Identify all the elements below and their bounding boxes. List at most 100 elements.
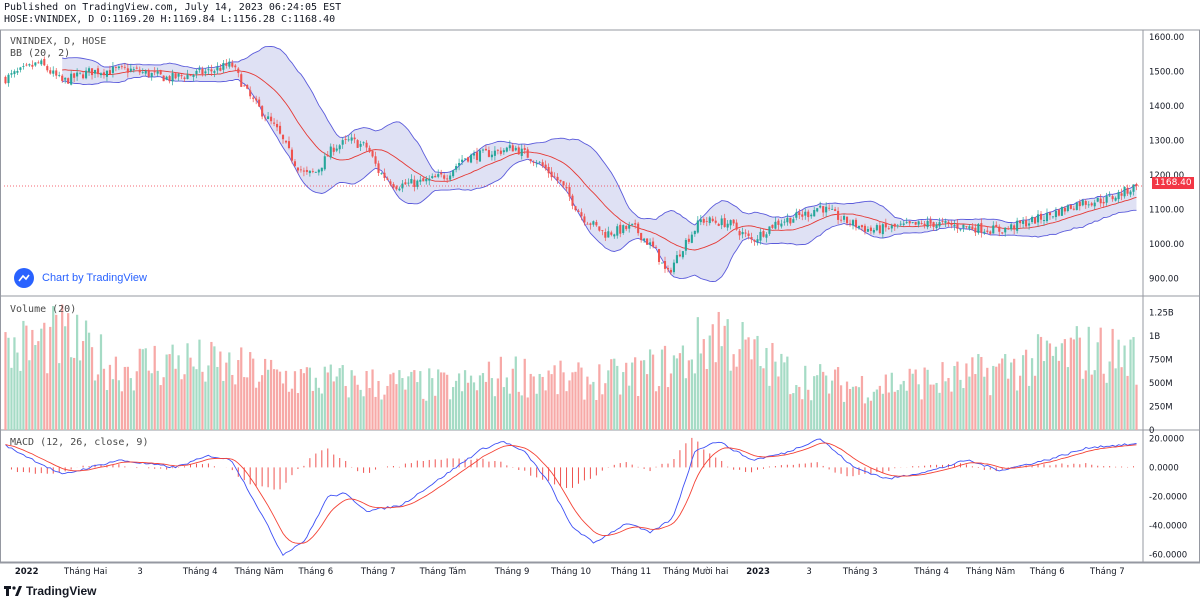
candle-body [851, 220, 855, 226]
volume-bar [13, 337, 16, 430]
time-tick-label: Tháng 9 [494, 567, 530, 577]
footer-logo: TradingView [4, 584, 96, 598]
volume-bar [284, 370, 288, 430]
volume-bar [87, 332, 91, 430]
volume-bar [637, 395, 640, 430]
signal-line [5, 442, 1137, 544]
tradingview-brand[interactable]: Chart by TradingView [14, 268, 147, 288]
candle-body [43, 58, 46, 66]
volume-bar [258, 381, 261, 430]
candle-body [446, 178, 449, 180]
candle-body [144, 70, 147, 74]
volume-bar [759, 366, 762, 430]
volume-bar [828, 393, 831, 430]
candle-body [965, 226, 968, 228]
volume-bar [454, 380, 458, 430]
candle-body [1042, 220, 1046, 222]
candle-body [1105, 196, 1108, 203]
volume-bar [914, 369, 917, 430]
footer-text: TradingView [26, 584, 97, 598]
volume-bar [64, 326, 67, 430]
candle-body [768, 226, 771, 234]
volume-bar [538, 373, 541, 430]
candle-body [168, 76, 171, 82]
volume-bar [1024, 349, 1028, 430]
candle-body [287, 141, 291, 149]
volume-bar [929, 384, 932, 430]
candle-body [186, 74, 189, 79]
volume-bar [484, 381, 488, 430]
volume-bar [99, 334, 103, 430]
volume-bar [574, 371, 577, 430]
volume-bar [305, 367, 309, 430]
candle-body [102, 72, 106, 76]
candle-body [1034, 217, 1037, 224]
candle-body [634, 223, 637, 225]
volume-bar [141, 349, 144, 430]
candle-body [407, 182, 410, 184]
candle-body [735, 222, 738, 230]
candle-body [147, 69, 150, 77]
candle-body [723, 218, 726, 228]
candle-body [514, 147, 517, 151]
volume-bar [556, 394, 559, 430]
volume-bar [329, 364, 332, 430]
volume-bar [437, 369, 440, 430]
candle-body [61, 75, 64, 81]
volume-bar [980, 356, 983, 430]
candle-body [1132, 184, 1135, 192]
candle-body [490, 154, 493, 158]
volume-bar [1111, 328, 1114, 430]
candle-body [526, 149, 529, 158]
candle-body [13, 71, 16, 75]
volume-bar [619, 394, 622, 430]
volume-bar [571, 372, 574, 430]
candle-body [246, 84, 249, 89]
candle-body [950, 223, 953, 226]
candle-body [273, 122, 276, 124]
candle-body [866, 228, 869, 232]
candle-body [123, 66, 126, 68]
volume-bar [380, 399, 383, 430]
volume-bar [311, 390, 314, 430]
volume-bar [419, 371, 422, 430]
volume-bar [296, 393, 300, 430]
candle-body [22, 66, 25, 67]
volume-bar [189, 357, 192, 430]
candle-body [76, 72, 79, 77]
candle-body [1007, 228, 1010, 230]
volume-bar [1069, 337, 1072, 430]
candle-body [592, 221, 595, 225]
candle-body [843, 215, 846, 220]
candle-body [834, 209, 837, 211]
candle-body [905, 222, 908, 224]
volume-bar [287, 391, 291, 430]
candle-body [159, 69, 162, 75]
candle-body [747, 233, 750, 236]
candle-body [70, 73, 73, 85]
candle-body [278, 125, 282, 134]
volume-bar [407, 376, 410, 430]
candle-body [1090, 203, 1093, 206]
candle-body [798, 212, 801, 216]
volume-bar [932, 384, 935, 430]
candle-body [631, 223, 634, 225]
candle-body [475, 152, 479, 161]
volume-bar [249, 352, 252, 430]
volume-bar [186, 343, 189, 430]
volume-bar [839, 385, 843, 430]
volume-bar [562, 372, 565, 430]
volume-bar [947, 377, 950, 430]
candle-body [705, 221, 708, 222]
candle-body [317, 169, 320, 173]
volume-bar [150, 373, 153, 430]
volume-bar [350, 370, 353, 430]
volume-bar [672, 355, 676, 430]
volume-bar [968, 376, 971, 430]
volume-bar [362, 396, 365, 430]
candle-body [270, 116, 273, 122]
candle-body [46, 66, 49, 71]
volume-bar [487, 361, 491, 430]
candle-body [85, 70, 88, 79]
